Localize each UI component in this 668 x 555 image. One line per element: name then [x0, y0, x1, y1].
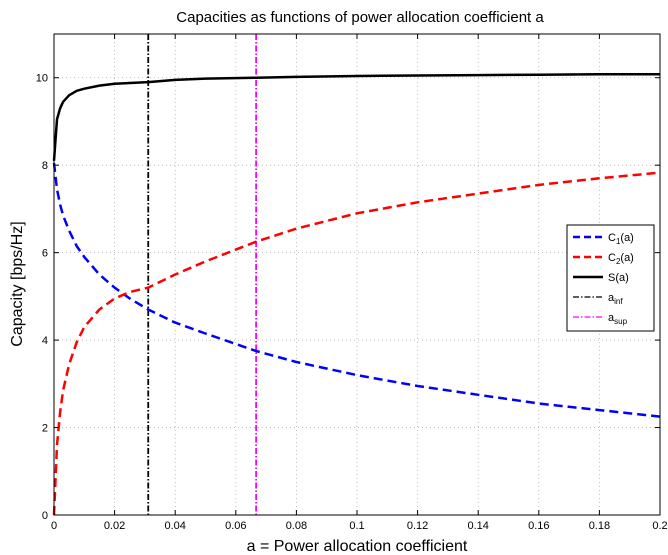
series-line-c1	[52, 162, 661, 418]
y-tick-label: 8	[42, 160, 48, 172]
x-axis-label: a = Power allocation coefficient	[247, 538, 468, 555]
y-tick-label: 10	[36, 73, 48, 85]
axes-ticks: 0 0.02 0.04 0.06 0.08 0.1 0.12 0.14 0.16 0.18 0.2 0…	[36, 34, 668, 532]
y-tick-label: 4	[42, 335, 48, 347]
legend-label: C1(a)	[608, 232, 634, 246]
legend-label: C2(a)	[608, 252, 634, 266]
x-tick-label: 0.18	[589, 520, 610, 532]
series-line-c2	[52, 171, 661, 516]
legend: C1(a) C2(a) S(a) ainf asup	[566, 224, 655, 332]
legend-label: ainf	[608, 292, 623, 306]
plot-area	[52, 34, 661, 516]
x-tick-label: 0.12	[407, 520, 428, 532]
chart-title: Capacities as functions of power allocat…	[176, 9, 544, 26]
x-tick-label: 0.16	[528, 520, 549, 532]
x-tick-label: 0.02	[104, 520, 125, 532]
y-axis-label: Capacity [bps/Hz]	[9, 221, 26, 346]
series-line-s	[52, 72, 660, 161]
y-tick-label: 6	[42, 248, 48, 260]
x-tick-label: 0.1	[349, 520, 364, 532]
x-tick-label: 0	[51, 520, 57, 532]
legend-label: asup	[608, 312, 628, 326]
legend-label: S(a)	[608, 272, 629, 284]
x-tick-label: 0.06	[225, 520, 246, 532]
y-tick-label: 2	[42, 423, 48, 435]
x-tick-label: 0.08	[286, 520, 307, 532]
x-tick-label: 0.04	[164, 520, 185, 532]
x-tick-label: 0.2	[652, 520, 667, 532]
x-tick-label: 0.14	[467, 520, 488, 532]
y-tick-label: 0	[42, 510, 48, 522]
